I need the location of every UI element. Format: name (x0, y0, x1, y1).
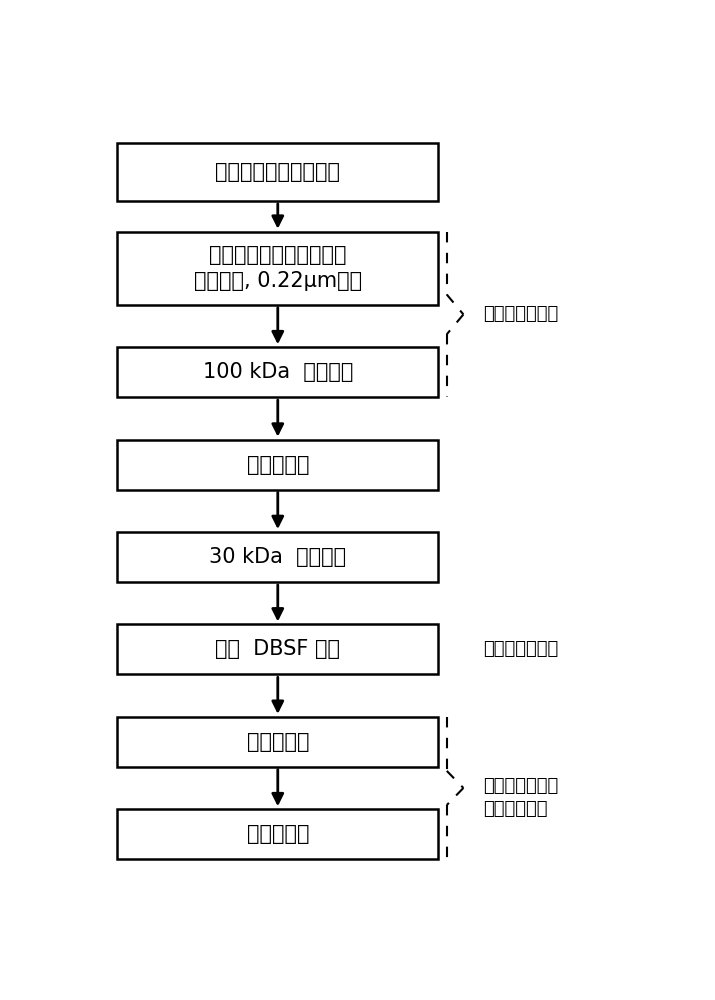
Text: 30 kDa  超滤设备: 30 kDa 超滤设备 (209, 547, 346, 567)
FancyBboxPatch shape (117, 232, 438, 305)
FancyBboxPatch shape (117, 143, 438, 201)
Text: 用于低渗裂解的即时细胞
裂解设备, 0.22μm微滤: 用于低渗裂解的即时细胞 裂解设备, 0.22μm微滤 (194, 245, 362, 291)
FancyBboxPatch shape (117, 347, 438, 397)
Text: 热处理步骤: 热处理步骤 (247, 732, 309, 752)
FancyBboxPatch shape (117, 532, 438, 582)
Text: 全血、分离和细胞洗涤: 全血、分离和细胞洗涤 (215, 162, 340, 182)
FancyBboxPatch shape (117, 809, 438, 859)
Text: 热稳定的交联四
聚体血红蛋白: 热稳定的交联四 聚体血红蛋白 (483, 777, 558, 818)
FancyBboxPatch shape (117, 624, 438, 674)
FancyBboxPatch shape (117, 440, 438, 490)
FancyBboxPatch shape (117, 717, 438, 767)
Text: 通过  DBSF 交联: 通过 DBSF 交联 (215, 639, 340, 659)
Text: 100 kDa  超滤设备: 100 kDa 超滤设备 (202, 362, 353, 382)
Text: 流通柱色谱: 流通柱色谱 (247, 455, 309, 475)
Text: 纯化的血红蛋白: 纯化的血红蛋白 (483, 305, 558, 323)
Text: 交联的血红蛋白: 交联的血红蛋白 (483, 640, 558, 658)
Text: 配制和包装: 配制和包装 (247, 824, 309, 844)
